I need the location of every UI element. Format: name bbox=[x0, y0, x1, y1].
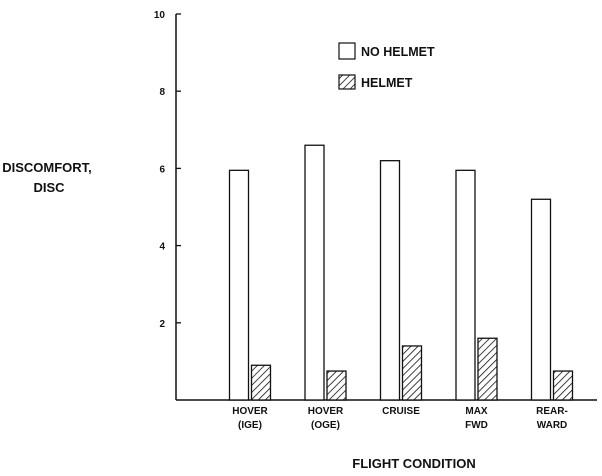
bar-no-helmet-4 bbox=[455, 169, 476, 401]
bar-no-helmet-1 bbox=[228, 169, 250, 401]
x-axis-title: FLIGHT CONDITION bbox=[352, 456, 476, 471]
y-tick-label: 8 bbox=[159, 87, 165, 98]
bar-helmet-3 bbox=[401, 345, 423, 401]
y-tick-label: 4 bbox=[159, 242, 165, 253]
x-tick-label: CRUISE bbox=[382, 406, 420, 417]
y-axis-title-line-2: DISC bbox=[33, 180, 65, 195]
legend-item-no-helmet: NO HELMET bbox=[338, 42, 435, 60]
y-axis-title-line-1: DISCOMFORT, bbox=[2, 160, 92, 175]
x-tick-label: FWD bbox=[465, 420, 488, 431]
x-tick-label: MAX bbox=[465, 406, 488, 417]
legend: NO HELMET HELMET bbox=[338, 42, 435, 90]
legend-label-helmet: HELMET bbox=[361, 76, 413, 90]
bar-helmet-1 bbox=[250, 364, 272, 401]
bar-no-helmet-2 bbox=[304, 144, 325, 401]
x-tick-label: (OGE) bbox=[311, 420, 340, 431]
bars bbox=[228, 144, 574, 401]
x-tick-label: HOVER bbox=[308, 406, 344, 417]
legend-swatch-no-helmet bbox=[338, 42, 356, 60]
bar-no-helmet-3 bbox=[379, 160, 401, 401]
legend-swatch-helmet bbox=[338, 74, 356, 90]
y-tick-label: 2 bbox=[159, 319, 165, 330]
bar-helmet-4 bbox=[477, 337, 498, 401]
y-axis-ticks: 2 4 6 8 10 bbox=[154, 10, 181, 330]
bar-helmet-2 bbox=[326, 370, 347, 401]
legend-label-no-helmet: NO HELMET bbox=[361, 45, 435, 59]
y-tick-label: 6 bbox=[159, 164, 165, 175]
x-tick-label: REAR- bbox=[536, 406, 568, 417]
y-axis-title: DISCOMFORT, DISC bbox=[2, 160, 92, 195]
x-tick-label: (IGE) bbox=[238, 420, 262, 431]
x-axis-labels: HOVER (IGE) HOVER (OGE) CRUISE MAX FWD REAR- WAR… bbox=[232, 406, 568, 431]
bar-helmet-5 bbox=[552, 370, 574, 401]
legend-item-helmet: HELMET bbox=[338, 74, 413, 90]
y-tick-label: 10 bbox=[154, 10, 166, 21]
bar-no-helmet-5 bbox=[530, 198, 552, 401]
x-tick-label: WARD bbox=[537, 420, 568, 431]
x-tick-label: HOVER bbox=[232, 406, 268, 417]
